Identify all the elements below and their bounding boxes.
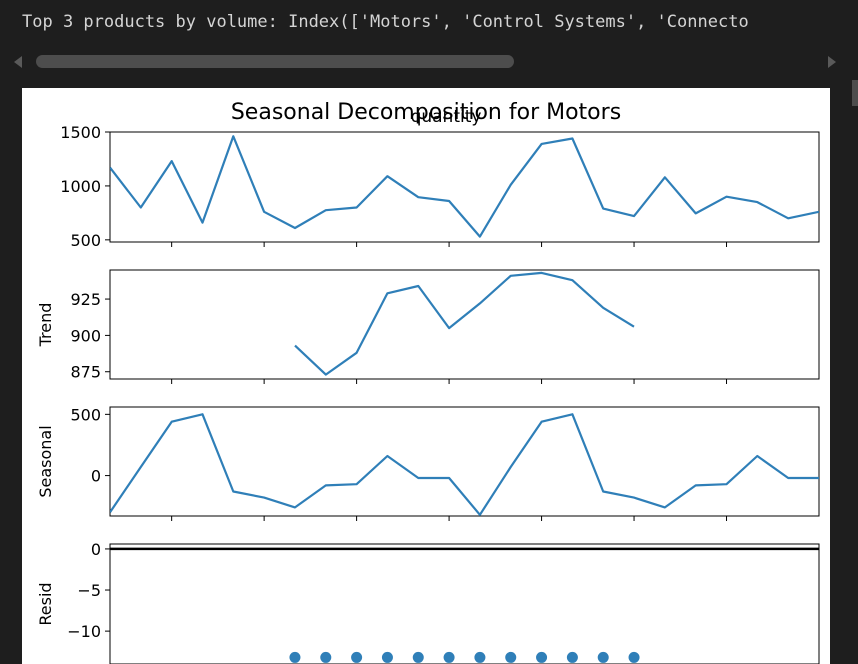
scroll-right-icon[interactable] bbox=[828, 56, 836, 68]
y-tick-label: 0 bbox=[91, 540, 101, 559]
y-tick-label: 1000 bbox=[60, 177, 101, 196]
resid-point bbox=[443, 651, 455, 663]
axes-frame bbox=[109, 406, 820, 517]
y-tick-label: 500 bbox=[70, 405, 101, 424]
y-tick-label: −5 bbox=[77, 581, 101, 600]
chart-panel-4: 0 −5 −10 Resid bbox=[36, 540, 820, 664]
y-tick-label: 0 bbox=[91, 467, 101, 486]
resid-point bbox=[536, 651, 548, 663]
resid-point bbox=[474, 651, 486, 663]
chart-title: Seasonal Decomposition for Motors bbox=[231, 100, 621, 125]
resid-point bbox=[412, 651, 424, 663]
y-tick-label: 500 bbox=[70, 231, 101, 250]
resid-point bbox=[597, 651, 609, 663]
series-line bbox=[294, 271, 635, 376]
decomposition-chart: 500 1000 1500 875 900 925 Trend 500 0 Seasonal 0 −5… bbox=[36, 100, 820, 664]
resid-point bbox=[381, 651, 393, 663]
y-axis-label: Seasonal bbox=[36, 425, 55, 497]
y-tick-label: 925 bbox=[70, 290, 101, 309]
resid-point bbox=[566, 651, 578, 663]
horizontal-scrollbar[interactable] bbox=[0, 52, 858, 72]
scroll-left-icon[interactable] bbox=[14, 56, 22, 68]
console-output: Top 3 products by volume: Index(['Motors… bbox=[22, 12, 749, 32]
axes-frame bbox=[109, 543, 820, 664]
y-tick-label: 875 bbox=[70, 363, 101, 382]
y-tick-label: 900 bbox=[70, 326, 101, 345]
series-line bbox=[110, 135, 819, 238]
chart-panel-1: 500 1000 1500 bbox=[60, 123, 820, 250]
y-axis-label: Trend bbox=[36, 303, 55, 348]
y-axis-label: Resid bbox=[36, 582, 55, 625]
chart-panel-3: 500 0 Seasonal bbox=[36, 405, 820, 521]
y-tick-label: 1500 bbox=[60, 123, 101, 142]
resid-point bbox=[351, 651, 363, 663]
resid-point bbox=[320, 651, 332, 663]
panel-label-quantity: quantity bbox=[411, 107, 482, 127]
chart-panel-2: 875 900 925 Trend bbox=[36, 269, 820, 384]
axes-frame bbox=[109, 131, 820, 243]
series-line bbox=[110, 413, 819, 516]
resid-point bbox=[505, 651, 517, 663]
resid-point bbox=[628, 651, 640, 663]
y-tick-label: −10 bbox=[67, 622, 101, 641]
vertical-scrollbar-thumb[interactable] bbox=[852, 80, 858, 106]
axes-frame bbox=[109, 269, 820, 380]
resid-point bbox=[289, 651, 301, 663]
scrollbar-thumb[interactable] bbox=[36, 55, 514, 68]
decomposition-figure: 500 1000 1500 875 900 925 Trend 500 0 Seasonal 0 −5… bbox=[22, 88, 830, 664]
